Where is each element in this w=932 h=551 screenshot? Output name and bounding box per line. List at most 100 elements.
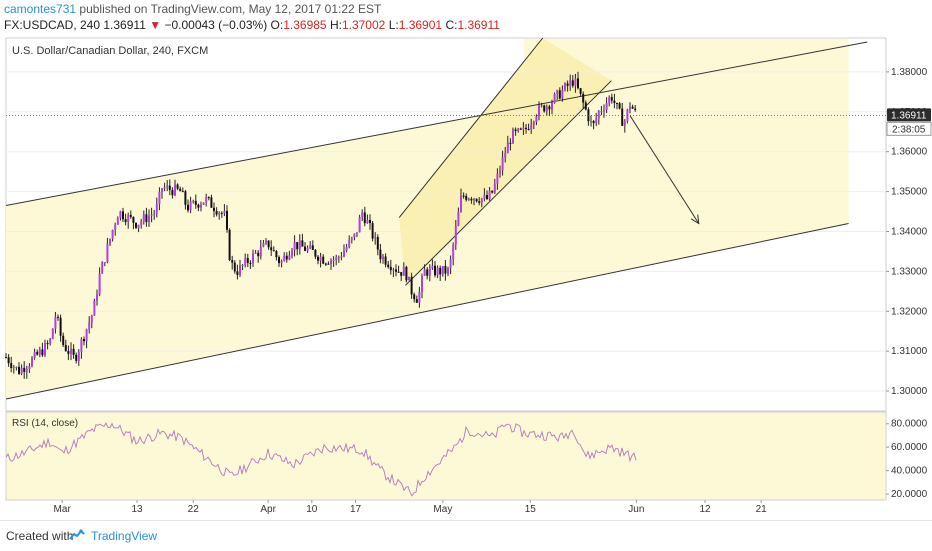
candle[interactable] xyxy=(402,266,405,276)
candle[interactable] xyxy=(174,184,176,196)
candle[interactable] xyxy=(358,217,361,233)
candle[interactable] xyxy=(171,189,174,196)
candle[interactable] xyxy=(426,269,429,276)
candle[interactable] xyxy=(613,100,616,103)
candle[interactable] xyxy=(382,256,384,260)
candle[interactable] xyxy=(109,238,111,245)
candle[interactable] xyxy=(428,268,431,276)
candle[interactable] xyxy=(371,223,374,239)
candle[interactable] xyxy=(267,240,270,248)
candle[interactable] xyxy=(83,339,85,342)
candle[interactable] xyxy=(499,170,501,174)
candle[interactable] xyxy=(12,366,15,369)
candle[interactable] xyxy=(80,339,83,352)
candle[interactable] xyxy=(462,195,465,197)
candle[interactable] xyxy=(132,216,135,223)
candle[interactable] xyxy=(114,224,117,231)
candle[interactable] xyxy=(337,257,340,259)
candle[interactable] xyxy=(564,83,566,91)
candle[interactable] xyxy=(483,195,486,199)
candle[interactable] xyxy=(246,257,249,263)
candle[interactable] xyxy=(535,116,538,123)
tradingview-cloud-icon[interactable] xyxy=(68,528,86,542)
candle[interactable] xyxy=(369,219,371,224)
candle[interactable] xyxy=(553,93,556,103)
candle[interactable] xyxy=(49,338,52,344)
candle[interactable] xyxy=(46,343,49,345)
candle[interactable] xyxy=(283,255,286,261)
candle[interactable] xyxy=(356,232,358,234)
candle[interactable] xyxy=(488,190,491,199)
candle[interactable] xyxy=(467,198,470,200)
candle[interactable] xyxy=(98,273,101,295)
channel-lower-line[interactable] xyxy=(6,223,849,400)
candle[interactable] xyxy=(514,129,517,132)
candle[interactable] xyxy=(392,269,395,271)
candle[interactable] xyxy=(176,184,179,189)
candle[interactable] xyxy=(319,256,322,261)
candle[interactable] xyxy=(400,272,403,276)
candle[interactable] xyxy=(395,269,397,272)
candle[interactable] xyxy=(374,237,377,239)
candle[interactable] xyxy=(592,121,595,124)
inner-channel-lower-line[interactable] xyxy=(405,80,612,286)
candle[interactable] xyxy=(129,214,132,217)
candle[interactable] xyxy=(301,240,304,247)
candle[interactable] xyxy=(293,242,296,251)
channel-upper-line[interactable] xyxy=(6,41,868,207)
candle[interactable] xyxy=(155,204,158,214)
candle[interactable] xyxy=(202,202,205,205)
candle[interactable] xyxy=(223,210,226,214)
candle[interactable] xyxy=(413,294,416,300)
candle[interactable] xyxy=(161,188,163,192)
candle[interactable] xyxy=(525,127,527,129)
candle[interactable] xyxy=(314,249,317,257)
candle[interactable] xyxy=(103,262,106,264)
candle[interactable] xyxy=(148,215,150,223)
candle[interactable] xyxy=(88,322,91,330)
candle[interactable] xyxy=(345,246,348,251)
candle[interactable] xyxy=(111,230,114,239)
candle[interactable] xyxy=(556,90,559,94)
candle[interactable] xyxy=(527,128,530,130)
candle[interactable] xyxy=(504,153,507,158)
candle[interactable] xyxy=(574,78,577,86)
candle[interactable] xyxy=(322,256,325,264)
candle[interactable] xyxy=(397,271,400,273)
candle[interactable] xyxy=(93,300,96,316)
candle[interactable] xyxy=(275,251,278,258)
candle[interactable] xyxy=(506,142,509,154)
candle[interactable] xyxy=(194,200,197,205)
candle[interactable] xyxy=(15,366,18,368)
candle[interactable] xyxy=(530,124,533,130)
candle[interactable] xyxy=(153,213,156,215)
candle[interactable] xyxy=(447,268,449,274)
candle[interactable] xyxy=(51,328,54,339)
candle[interactable] xyxy=(280,260,283,264)
candle[interactable] xyxy=(181,191,184,193)
candle[interactable] xyxy=(145,214,148,223)
candle[interactable] xyxy=(28,366,31,369)
candle[interactable] xyxy=(207,197,210,199)
candle[interactable] xyxy=(62,335,65,346)
candle[interactable] xyxy=(512,129,514,144)
candle[interactable] xyxy=(379,249,382,260)
candle[interactable] xyxy=(415,299,418,303)
candle[interactable] xyxy=(220,212,223,214)
candle[interactable] xyxy=(36,351,39,355)
candle[interactable] xyxy=(623,121,626,126)
candle[interactable] xyxy=(343,250,345,257)
candle[interactable] xyxy=(519,128,522,130)
candle[interactable] xyxy=(119,211,122,218)
candle[interactable] xyxy=(189,201,192,211)
candle[interactable] xyxy=(137,224,140,228)
candle[interactable] xyxy=(509,142,512,144)
candle[interactable] xyxy=(579,88,582,94)
candle[interactable] xyxy=(272,250,275,252)
candle[interactable] xyxy=(25,368,28,372)
candle[interactable] xyxy=(124,219,127,223)
candle[interactable] xyxy=(454,225,457,245)
candle[interactable] xyxy=(493,183,496,193)
candle[interactable] xyxy=(38,349,41,355)
candle[interactable] xyxy=(634,108,637,111)
